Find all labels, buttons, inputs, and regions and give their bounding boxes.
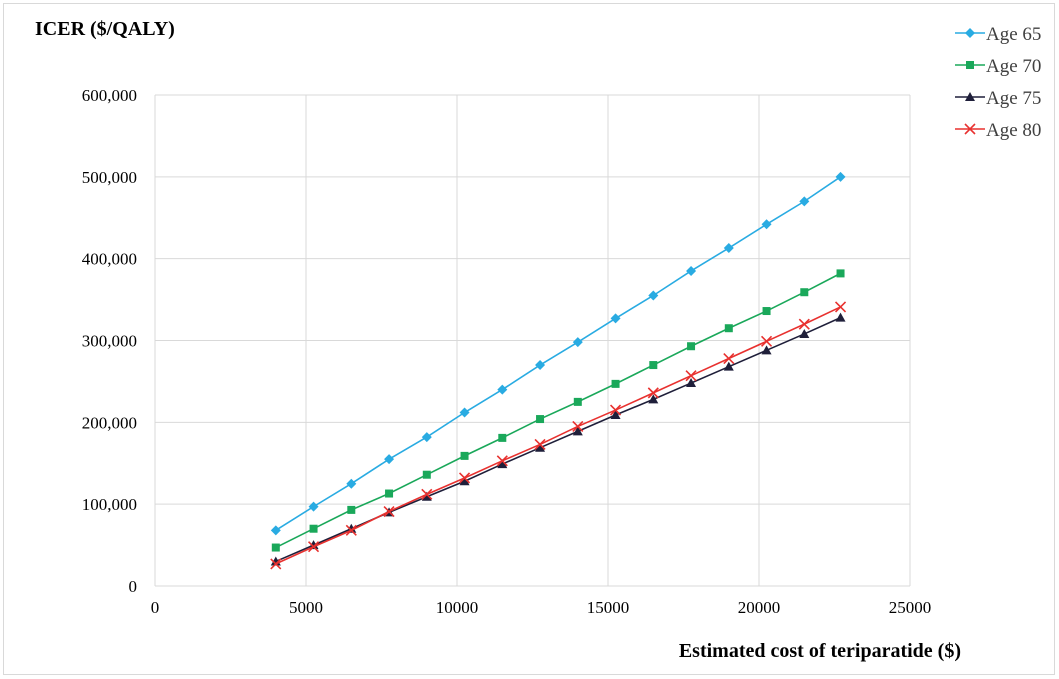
y-tick-label: 500,000	[82, 168, 137, 187]
data-point	[535, 442, 546, 452]
data-point	[686, 378, 697, 388]
data-point	[383, 505, 395, 518]
x-tick-label: 10000	[436, 598, 479, 617]
series-line-3	[275, 306, 841, 565]
data-point	[496, 455, 508, 467]
data-point	[308, 501, 319, 512]
data-point	[309, 524, 318, 533]
data-point	[648, 290, 659, 301]
data-point	[422, 470, 431, 479]
data-point	[685, 370, 697, 382]
data-point	[459, 476, 470, 486]
data-point	[761, 219, 772, 230]
legend-label: Age 75	[986, 88, 1041, 109]
data-point	[647, 387, 659, 399]
data-point	[573, 397, 582, 406]
data-point	[834, 301, 847, 313]
y-tick-label: 600,000	[82, 86, 137, 105]
legend-marker	[965, 92, 975, 101]
data-point	[761, 345, 772, 355]
data-point	[609, 404, 622, 416]
data-point	[610, 313, 621, 324]
data-point	[572, 426, 583, 436]
y-tick-label: 0	[129, 577, 138, 596]
data-point	[572, 337, 583, 348]
data-point	[458, 472, 471, 484]
data-point	[421, 491, 432, 501]
data-point	[762, 307, 771, 316]
data-point	[459, 407, 470, 418]
legend-marker	[964, 123, 976, 135]
data-point	[724, 324, 733, 333]
data-point	[535, 360, 546, 371]
chart-frame	[3, 3, 1055, 675]
legend-marker	[965, 28, 975, 38]
data-point	[572, 420, 584, 432]
data-point	[798, 318, 810, 330]
data-point	[460, 451, 469, 460]
data-point	[687, 342, 696, 351]
y-tick-label: 400,000	[82, 250, 137, 269]
y-tick-label: 200,000	[82, 413, 137, 432]
data-point	[649, 361, 658, 370]
data-point	[497, 384, 508, 395]
data-point	[610, 409, 621, 419]
data-point	[611, 379, 620, 388]
x-tick-label: 15000	[587, 598, 630, 617]
data-point	[421, 432, 432, 443]
data-point	[498, 433, 507, 442]
data-point	[534, 438, 546, 450]
data-point	[723, 352, 735, 365]
data-point	[308, 540, 319, 550]
data-point	[835, 171, 846, 182]
data-point	[799, 328, 810, 338]
x-tick-label: 0	[151, 598, 160, 617]
legend-label: Age 70	[986, 56, 1041, 77]
data-point	[307, 541, 320, 553]
x-tick-label: 5000	[289, 598, 323, 617]
data-point	[497, 459, 508, 469]
data-point	[346, 478, 357, 489]
x-axis-label: Estimated cost of teriparatide ($)	[678, 640, 961, 662]
data-point	[799, 196, 810, 207]
data-point	[723, 361, 734, 371]
data-point	[421, 488, 433, 500]
y-tick-label: 300,000	[82, 332, 137, 351]
data-point	[648, 394, 659, 404]
data-point	[385, 489, 394, 498]
legend-marker	[966, 61, 974, 69]
x-tick-label: 25000	[889, 598, 932, 617]
data-point	[270, 558, 282, 570]
data-point	[836, 269, 845, 278]
y-tick-label: 100,000	[82, 495, 137, 514]
data-point	[800, 288, 809, 297]
data-point	[270, 525, 281, 536]
data-point	[835, 312, 846, 322]
data-point	[760, 335, 773, 347]
series-line-1	[275, 272, 841, 549]
data-point	[723, 243, 734, 254]
data-point	[271, 543, 280, 552]
data-point	[345, 524, 357, 536]
legend-label: Age 65	[986, 24, 1041, 45]
data-point	[347, 505, 356, 514]
x-tick-label: 20000	[738, 598, 781, 617]
data-point	[536, 415, 545, 424]
data-point	[686, 265, 697, 276]
data-point	[346, 523, 357, 533]
legend-label: Age 80	[986, 120, 1041, 141]
y-axis-label: ICER ($/QALY)	[35, 18, 175, 40]
series-line-0	[275, 176, 841, 532]
data-point	[384, 454, 395, 465]
